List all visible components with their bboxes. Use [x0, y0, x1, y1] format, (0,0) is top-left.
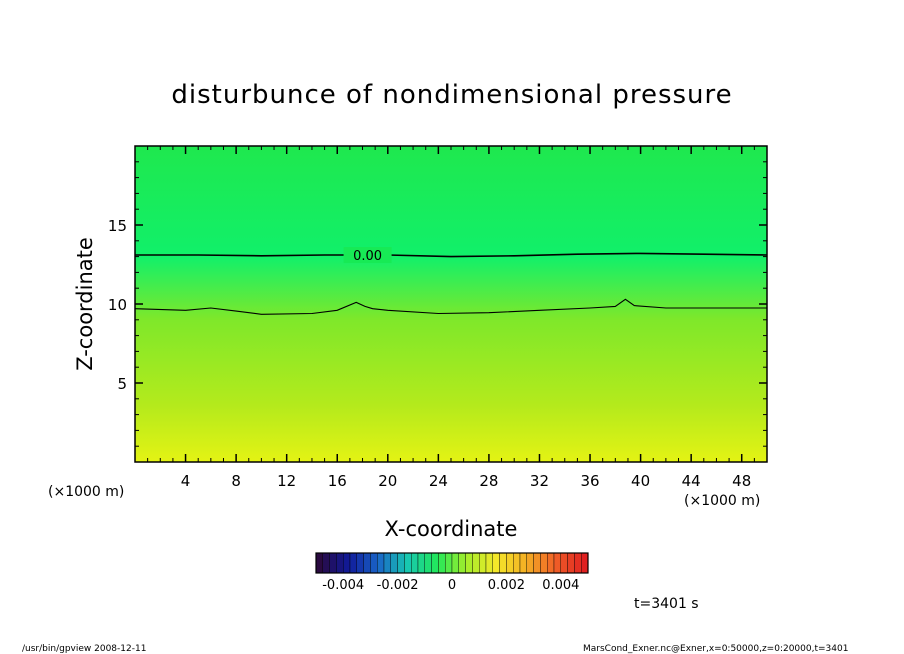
pressure-field	[135, 146, 767, 462]
x-tick-label: 28	[479, 472, 498, 490]
colorbar-tick-label: -0.004	[322, 578, 364, 593]
colorbar-cell	[404, 552, 412, 574]
colorbar-cell	[533, 552, 541, 574]
contour-line	[135, 252, 768, 258]
colorbar-frame	[315, 552, 589, 574]
colorbar-cell	[343, 552, 351, 574]
y-axis-label: Z-coordinate	[73, 237, 97, 371]
colorbar-cell	[479, 552, 487, 574]
x-axis-label: X-coordinate	[385, 517, 518, 541]
colorbar-cell	[506, 552, 514, 574]
x-tick-label: 36	[580, 472, 599, 490]
colorbar-cell	[397, 552, 405, 574]
footer-right: MarsCond_Exner.nc@Exner,x=0:50000,z=0:20…	[583, 644, 848, 654]
colorbar-cell	[438, 552, 446, 574]
y-tick-label: 5	[117, 375, 127, 393]
colorbar-cell	[513, 552, 521, 574]
colorbar-cell	[560, 552, 568, 574]
colorbar-cell	[499, 552, 507, 574]
colorbar: -0.004 -0.002 0 0.002 0.004	[315, 552, 589, 593]
contour-label: 0.00	[353, 249, 382, 264]
x-tick-label: 8	[231, 472, 241, 490]
colorbar-tick-label: 0.004	[542, 578, 579, 593]
colorbar-cell	[363, 552, 371, 574]
x-unit-label: (×1000 m)	[684, 493, 760, 509]
colorbar-cell	[390, 552, 398, 574]
colorbar-cell	[526, 552, 534, 574]
colorbar-cell	[424, 552, 432, 574]
colorbar-cell	[411, 552, 419, 574]
colorbar-cell	[472, 552, 480, 574]
colorbar-cell	[574, 552, 582, 574]
contour-label-bg	[343, 247, 392, 264]
chart-title: disturbunce of nondimensional pressure	[171, 80, 732, 110]
colorbar-cell	[458, 552, 466, 574]
colorbar-cell	[540, 552, 548, 574]
y-tick-label: 10	[108, 296, 127, 314]
colorbar-cell	[581, 552, 589, 574]
time-label: t=3401 s	[634, 596, 699, 612]
colorbar-cell	[322, 552, 330, 574]
colorbar-cell	[465, 552, 473, 574]
colorbar-cell	[519, 552, 528, 574]
colorbar-cell	[485, 552, 494, 574]
x-tick-label: 12	[277, 472, 296, 490]
contour-lines: 0.00	[134, 247, 768, 315]
x-tick-label: 48	[732, 472, 751, 490]
colorbar-tick-label: 0	[448, 578, 456, 593]
colorbar-cell	[383, 552, 392, 574]
colorbar-cell	[431, 552, 439, 574]
colorbar-cell	[356, 552, 364, 574]
y-tick-label: 15	[108, 217, 127, 235]
colorbar-cell	[370, 552, 378, 574]
colorbar-cell	[567, 552, 575, 574]
colorbar-cell	[315, 552, 324, 574]
colorbar-tick-label: -0.002	[377, 578, 419, 593]
colorbar-cell	[553, 552, 562, 574]
colorbar-cell	[377, 552, 385, 574]
colorbar-cell	[445, 552, 453, 574]
x-tick-label: 20	[378, 472, 397, 490]
x-tick-label: 32	[530, 472, 549, 490]
contour-line	[134, 298, 767, 315]
x-tick-label: 16	[328, 472, 347, 490]
colorbar-cell	[417, 552, 426, 574]
colorbar-cell	[329, 552, 337, 574]
x-tick-label: 44	[682, 472, 701, 490]
colorbar-cell	[451, 552, 460, 574]
x-tick-label: 4	[181, 472, 191, 490]
footer-left: /usr/bin/gpview 2008-12-11	[22, 644, 146, 654]
colorbar-tick-label: 0.002	[488, 578, 525, 593]
colorbar-cell	[547, 552, 555, 574]
colorbar-cell	[336, 552, 344, 574]
y-unit-label: (×1000 m)	[48, 484, 124, 500]
x-tick-label: 40	[631, 472, 650, 490]
x-tick-label: 24	[429, 472, 448, 490]
colorbar-cell	[349, 552, 358, 574]
colorbar-cell	[492, 552, 500, 574]
